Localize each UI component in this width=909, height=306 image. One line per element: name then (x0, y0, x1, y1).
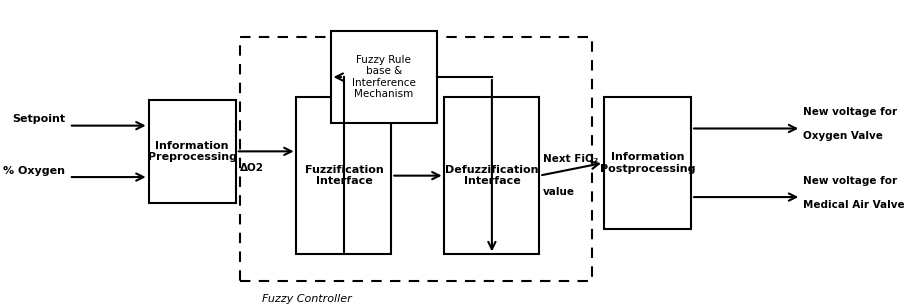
Text: Information
Preprocessing: Information Preprocessing (147, 140, 236, 162)
Text: value: value (543, 187, 575, 197)
Text: Fuzzy Controller: Fuzzy Controller (263, 294, 352, 304)
Text: Defuzzification
Interface: Defuzzification Interface (445, 165, 539, 186)
Text: ΔO2: ΔO2 (240, 163, 264, 173)
Text: Setpoint: Setpoint (12, 114, 65, 124)
Text: Oxygen Valve: Oxygen Valve (804, 131, 884, 141)
Text: Information
Postprocessing: Information Postprocessing (600, 152, 695, 174)
Text: Next FiO₂: Next FiO₂ (543, 154, 598, 164)
Text: Medical Air Valve: Medical Air Valve (804, 200, 905, 210)
Text: % Oxygen: % Oxygen (3, 166, 65, 176)
Bar (296, 97, 392, 254)
Bar (148, 100, 235, 203)
Bar (240, 37, 593, 281)
Bar (445, 97, 539, 254)
Bar (604, 97, 691, 229)
Text: New voltage for: New voltage for (804, 107, 897, 117)
Text: New voltage for: New voltage for (804, 176, 897, 186)
Bar (331, 31, 437, 123)
Text: Fuzzification
Interface: Fuzzification Interface (305, 165, 384, 186)
Text: Fuzzy Rule
base &
Interference
Mechanism: Fuzzy Rule base & Interference Mechanism (352, 55, 415, 99)
